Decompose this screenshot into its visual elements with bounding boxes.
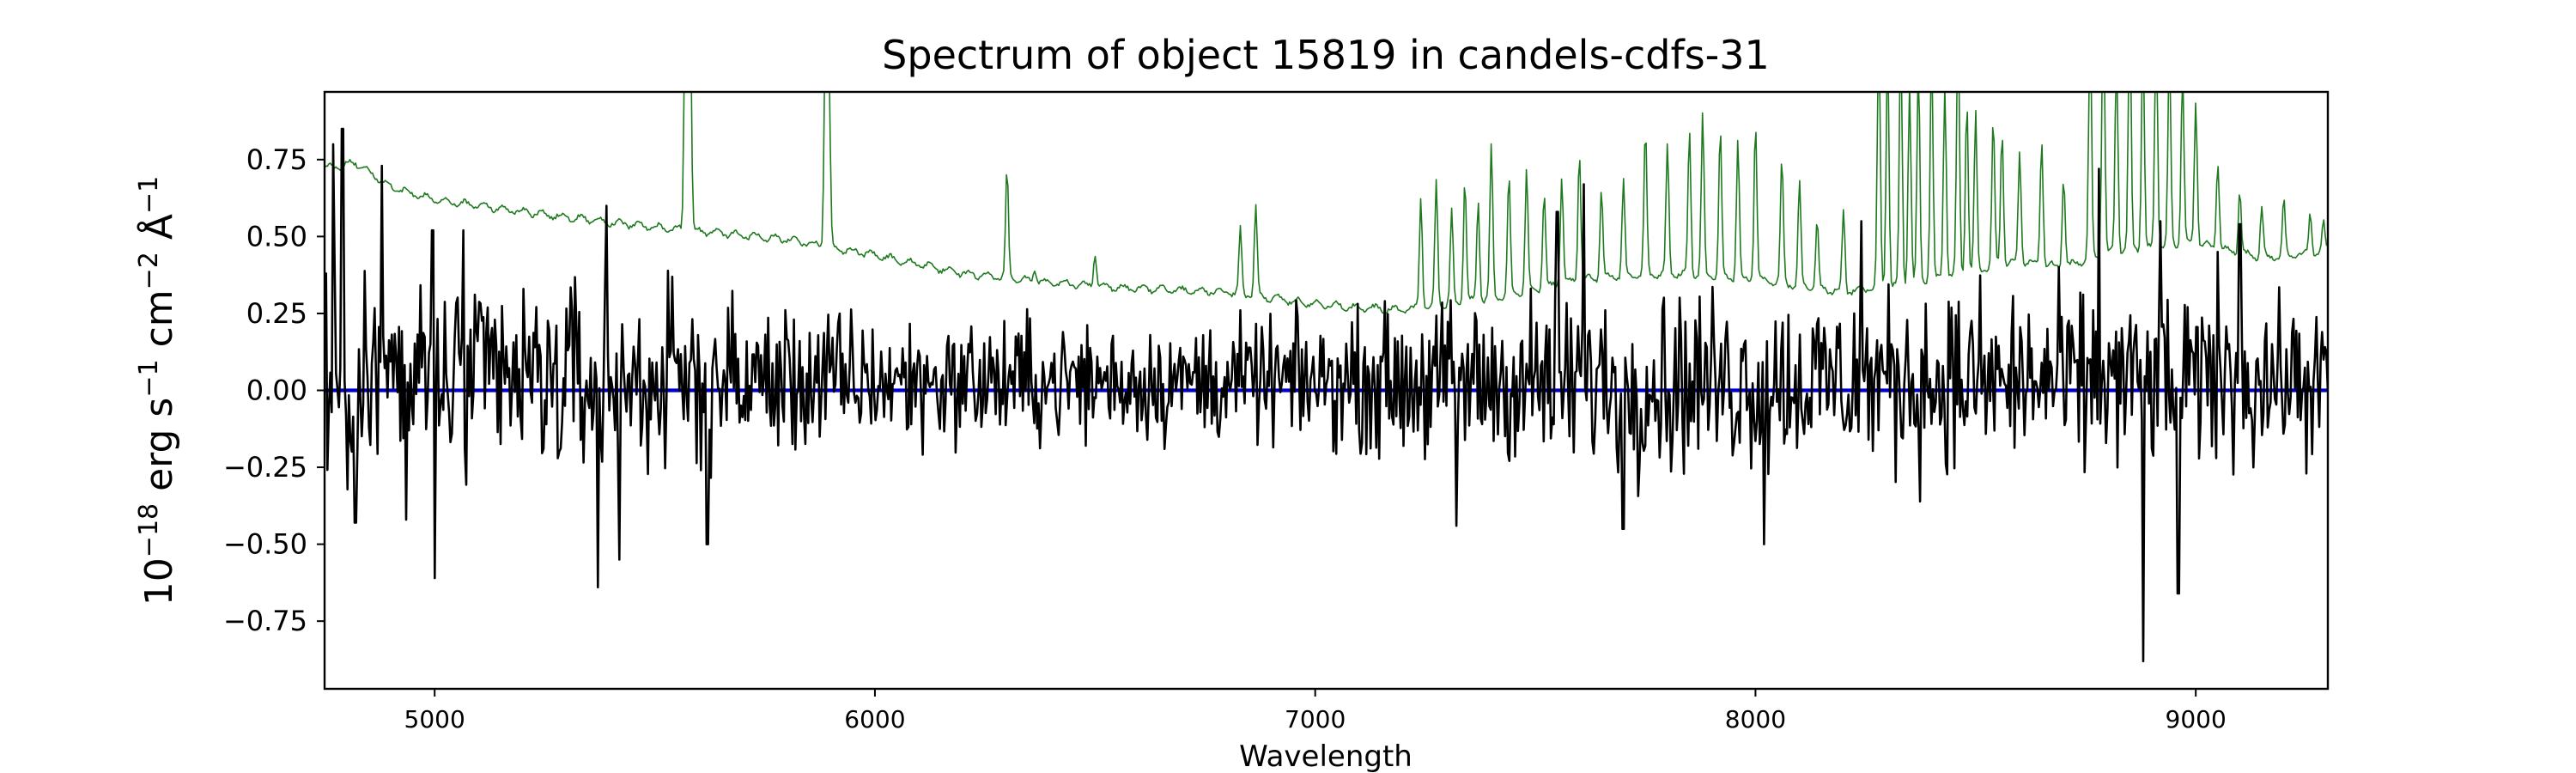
x-tick-label: 6000	[844, 705, 905, 733]
chart-title: Spectrum of object 15819 in candels-cdfs…	[882, 32, 1770, 78]
x-tick-label: 9000	[2166, 705, 2227, 733]
y-tick-label: 0.00	[246, 374, 307, 407]
y-axis-ticks: 0.75 0.50 0.25 0.00 −0.25 −0.50 −0.75	[223, 143, 325, 637]
y-label-erg: erg s	[137, 398, 181, 503]
y-label-base: 10	[137, 557, 181, 606]
flux-spectrum-line	[325, 127, 2328, 663]
x-tick-label: 8000	[1725, 705, 1786, 733]
y-label-exp-3: −2	[134, 252, 164, 289]
y-tick-label: 0.50	[246, 220, 307, 253]
x-axis-ticks: 5000 6000 7000 8000 9000	[404, 689, 2227, 733]
y-axis-label: 10−18 erg s−1 cm−2 Å−1	[134, 176, 181, 606]
y-tick-label: −0.25	[223, 451, 307, 484]
y-tick-label: 0.25	[246, 297, 307, 330]
y-tick-label: −0.75	[223, 605, 307, 637]
y-tick-label: −0.50	[223, 528, 307, 561]
x-tick-label: 7000	[1285, 705, 1346, 733]
y-tick-label: 0.75	[246, 143, 307, 176]
y-label-cm: cm	[137, 289, 181, 359]
x-axis-label: Wavelength	[1239, 740, 1413, 773]
plot-series	[325, 92, 2328, 663]
error-spectrum-line	[325, 92, 2328, 314]
y-label-exp-2: −1	[134, 359, 164, 397]
y-label-exp-4: −1	[134, 176, 164, 214]
y-label-angstrom: Å	[136, 214, 181, 252]
x-tick-label: 5000	[404, 705, 465, 733]
y-label-exp-1: −18	[134, 503, 164, 557]
